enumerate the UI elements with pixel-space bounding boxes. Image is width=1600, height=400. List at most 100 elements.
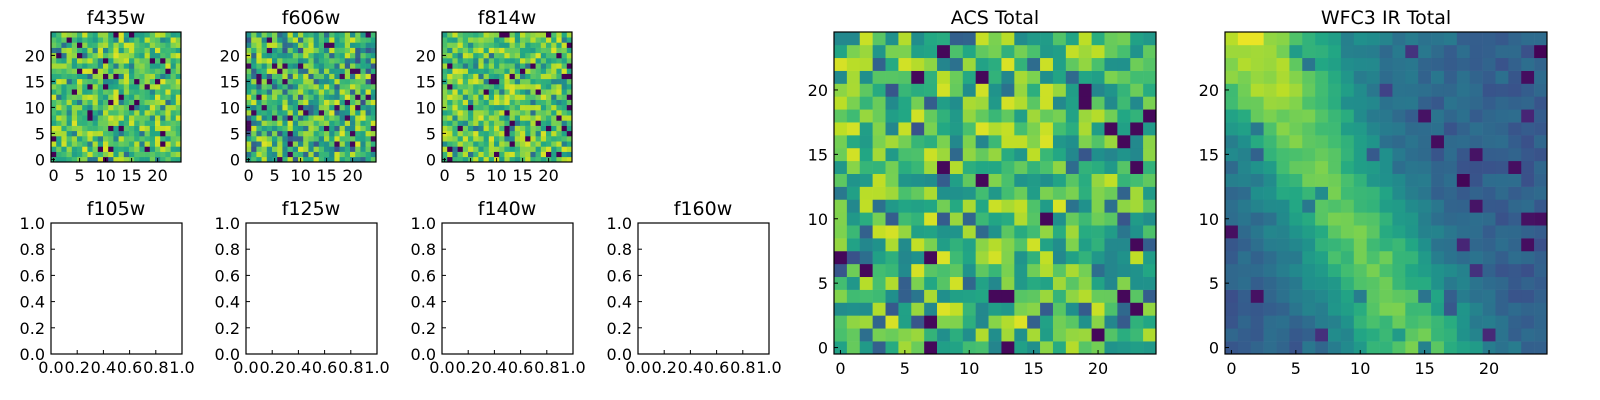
heatmap-cell: [1276, 44, 1290, 59]
heatmap-cell: [911, 147, 925, 162]
heatmap-cell: [494, 42, 500, 48]
heatmap-cell: [365, 130, 372, 137]
heatmap-cell: [1366, 173, 1380, 187]
heatmap-cell: [551, 115, 557, 121]
heatmap-cell: [266, 99, 273, 106]
heatmap-cell: [1392, 122, 1406, 136]
heatmap-cell: [66, 151, 73, 158]
x-tick-label: 0.4: [286, 358, 311, 377]
heatmap-cell: [303, 110, 309, 116]
heatmap-cell: [1508, 83, 1522, 97]
heatmap-cell: [898, 250, 912, 265]
heatmap-cell: [530, 58, 536, 64]
heatmap-cell: [834, 212, 848, 226]
heatmap-cell: [1052, 328, 1067, 342]
heatmap-cell: [924, 122, 938, 136]
heatmap-cell: [1328, 173, 1342, 187]
y-tick-label: 0.8: [20, 240, 45, 259]
heatmap-cell: [313, 120, 320, 126]
y-axis-ticks: 0.00.20.40.60.81.0: [607, 214, 642, 364]
heatmap-cell: [1431, 341, 1445, 355]
heatmap-cell: [272, 47, 278, 54]
heatmap-cell: [308, 52, 314, 59]
axes-frame: [50, 222, 183, 355]
heatmap-cell: [149, 115, 156, 121]
heatmap-cell: [87, 47, 93, 54]
heatmap-cell: [246, 42, 252, 48]
heatmap-cell: [261, 89, 268, 95]
heatmap-cell: [1104, 225, 1118, 239]
heatmap-cell: [561, 125, 568, 132]
heatmap-cell: [175, 47, 182, 54]
x-tick-label: 0.8: [730, 358, 755, 377]
heatmap-cell: [144, 120, 151, 126]
heatmap-cell: [1091, 135, 1105, 149]
heatmap-cell: [51, 141, 57, 147]
heatmap-cell: [556, 151, 562, 158]
heatmap-cell: [551, 146, 557, 152]
heatmap-cell: [92, 156, 99, 163]
heatmap-cell: [478, 94, 484, 100]
heatmap-cell: [144, 110, 151, 116]
heatmap-cell: [530, 63, 536, 69]
heatmap-cell: [318, 73, 325, 80]
heatmap-cell: [1289, 147, 1303, 162]
heatmap-cell: [1469, 263, 1483, 278]
heatmap-cell: [872, 302, 886, 316]
heatmap-cell: [1328, 341, 1342, 355]
heatmap-cell: [71, 84, 78, 90]
heatmap-cell: [370, 99, 377, 106]
heatmap-cell: [1495, 341, 1509, 355]
heatmap-cell: [1353, 250, 1367, 265]
heatmap-cell: [457, 68, 464, 74]
heatmap-cell: [1117, 328, 1131, 342]
heatmap-cell: [911, 238, 925, 252]
heatmap-cell: [370, 125, 377, 132]
heatmap-cell: [97, 110, 104, 116]
heatmap-cell: [1443, 135, 1458, 149]
heatmap-cell: [292, 68, 299, 74]
heatmap-cell: [139, 58, 145, 64]
heatmap-cell: [556, 32, 562, 38]
heatmap-cell: [556, 104, 562, 111]
heatmap-cell: [324, 146, 330, 152]
heatmap-cell: [350, 73, 356, 80]
heatmap-cell: [504, 63, 510, 69]
heatmap-cell: [1078, 302, 1092, 316]
heatmap-cell: [170, 58, 177, 64]
heatmap-cell: [1065, 83, 1080, 97]
heatmap-cell: [175, 151, 182, 158]
heatmap-cell: [859, 186, 873, 200]
heatmap-cell: [949, 212, 964, 226]
heatmap-cell: [1534, 250, 1548, 265]
heatmap-cell: [324, 136, 330, 142]
heatmap-cell: [514, 58, 521, 64]
heatmap-cell: [499, 47, 505, 54]
heatmap-cell: [872, 276, 886, 290]
heatmap-cell: [1001, 135, 1015, 149]
heatmap-cell: [339, 151, 346, 158]
heatmap-cell: [1495, 173, 1509, 187]
heatmap-cell: [113, 136, 119, 142]
heatmap-cell: [525, 94, 531, 100]
heatmap-cell: [318, 84, 325, 90]
heatmap-cell: [256, 52, 262, 59]
heatmap-cell: [165, 63, 171, 69]
x-tick-label: 0.2: [259, 358, 284, 377]
panel-title: ACS Total: [951, 7, 1039, 29]
heatmap-cell: [975, 44, 989, 59]
heatmap-cell: [92, 52, 99, 59]
y-tick-label: 0.8: [215, 240, 240, 259]
heatmap-cell: [344, 120, 351, 126]
heatmap-cell: [1130, 186, 1144, 200]
heatmap-cell: [350, 151, 356, 158]
heatmap-cell: [1250, 199, 1264, 213]
heatmap-cell: [975, 96, 989, 110]
heatmap-cell: [149, 42, 156, 48]
heatmap-cell: [113, 110, 119, 116]
heatmap-cell: [97, 151, 104, 158]
heatmap-cell: [103, 37, 109, 43]
heatmap-cell: [251, 156, 257, 163]
heatmap-cell: [499, 115, 505, 121]
heatmap-cell: [859, 160, 873, 174]
